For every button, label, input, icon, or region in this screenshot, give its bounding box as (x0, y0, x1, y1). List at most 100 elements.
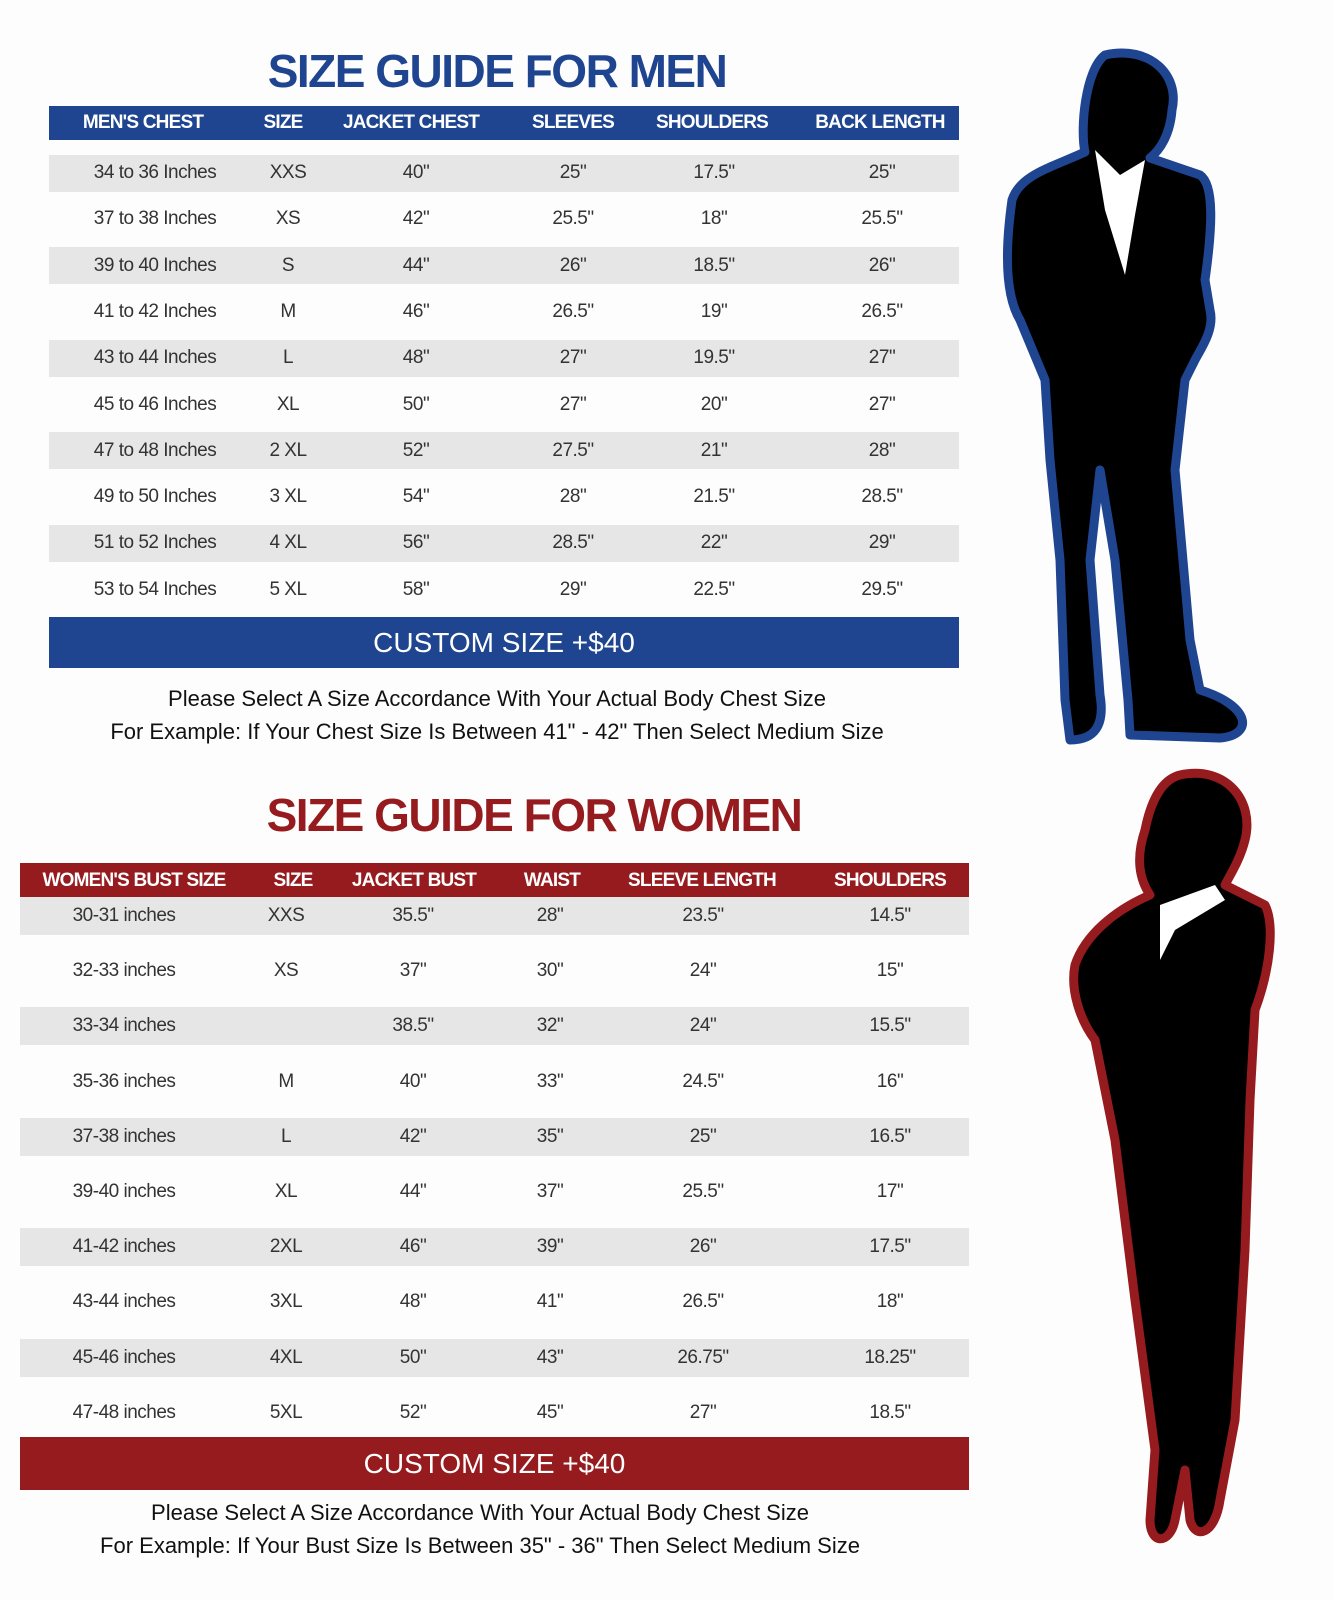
table-cell: 29" (559, 578, 587, 600)
table-cell: 35.5" (392, 905, 434, 926)
table-cell: 29.5" (861, 578, 903, 600)
table-cell: 18" (876, 1291, 904, 1313)
table-cell: 29" (868, 532, 896, 554)
table-cell: 49 to 50 Inches (93, 486, 217, 508)
table-cell: 26" (689, 1236, 717, 1258)
table-cell: 24" (689, 960, 717, 982)
men-header-bar (49, 106, 959, 140)
table-cell: 26.5" (552, 300, 594, 322)
table-cell: 3XL (269, 1291, 303, 1313)
table-cell: 28.5" (552, 532, 594, 554)
man-silhouette (1002, 48, 1247, 745)
table-cell: 15" (876, 960, 904, 982)
table-cell: M (278, 1070, 294, 1092)
column-header: SIZE (273, 869, 313, 891)
table-cell: 40" (402, 162, 430, 183)
table-cell: 22.5" (693, 578, 735, 600)
table-cell: 16.5" (869, 1125, 911, 1147)
table-cell: 5XL (269, 1401, 303, 1423)
row-stripe (20, 897, 969, 935)
column-header: WOMEN'S BUST SIZE (42, 869, 226, 891)
row-stripe (49, 247, 959, 285)
table-cell: 26.5" (861, 300, 903, 322)
size-note: For Example: If Your Bust Size Is Betwee… (100, 1533, 860, 1558)
table-cell: 46" (402, 300, 430, 322)
column-header: SIZE (263, 112, 303, 133)
table-cell: L (282, 347, 294, 369)
table-cell: 40" (399, 1070, 427, 1092)
table-cell: 25.5" (682, 1181, 724, 1202)
table-cell: 37" (536, 1181, 564, 1202)
table-cell: 41 to 42 Inches (93, 300, 217, 322)
table-cell: 38.5" (392, 1015, 434, 1037)
table-cell: 39" (536, 1236, 564, 1258)
table-cell: 30" (536, 960, 564, 982)
row-stripe (49, 339, 959, 377)
table-cell: 27" (559, 347, 587, 369)
table-cell: 56" (402, 532, 430, 554)
table-cell: 58" (402, 578, 430, 600)
row-stripe (20, 1228, 969, 1267)
size-note: For Example: If Your Chest Size Is Betwe… (110, 719, 884, 744)
table-cell: 41-42 inches (72, 1236, 176, 1258)
table-cell: 30-31 inches (72, 905, 176, 926)
table-cell: 25" (559, 162, 587, 183)
table-cell: 52" (399, 1401, 427, 1423)
woman-collar (1160, 885, 1225, 960)
column-header: SHOULDERS (833, 869, 947, 891)
table-cell: 52" (402, 439, 430, 461)
table-cell: 18.5" (693, 254, 735, 276)
row-stripe (49, 154, 959, 192)
table-cell: 26" (559, 254, 587, 276)
table-cell: 2 XL (269, 439, 307, 461)
table-cell: 3 XL (269, 486, 307, 508)
column-header: JACKET BUST (351, 869, 477, 891)
table-cell: 17.5" (693, 162, 735, 183)
table-cell: 25.5" (552, 208, 594, 230)
row-stripe (20, 1117, 969, 1156)
column-header: WAIST (523, 869, 581, 891)
table-cell: 34 to 36 Inches (93, 162, 217, 183)
table-cell: 28.5" (861, 486, 903, 508)
table-cell: 26.75" (677, 1346, 729, 1368)
table-cell: 44" (399, 1181, 427, 1202)
table-cell: 39-40 inches (72, 1181, 176, 1202)
table-cell: 54" (402, 486, 430, 508)
custom-size-banner: CUSTOM SIZE +$40 (20, 1437, 969, 1490)
table-cell: 27.5" (552, 439, 594, 461)
table-cell: 43" (536, 1346, 564, 1368)
table-cell: 43 to 44 Inches (93, 347, 217, 369)
table-cell: 26" (868, 254, 896, 276)
table-cell: 46" (399, 1236, 427, 1258)
table-cell: 47 to 48 Inches (93, 439, 217, 461)
table-cell: 21.5" (693, 486, 735, 508)
table-cell: 18.25" (864, 1346, 916, 1368)
table-cell: 24.5" (682, 1070, 724, 1092)
table-cell: 45 to 46 Inches (93, 393, 217, 415)
table-cell: 14.5" (869, 905, 911, 926)
table-cell: 4 XL (269, 532, 307, 554)
women-header-bar (20, 863, 969, 898)
table-cell: 47-48 inches (72, 1401, 176, 1423)
table-cell: 19" (700, 300, 728, 322)
table-cell: 42" (402, 208, 430, 230)
table-cell: 27" (689, 1401, 717, 1423)
men-title: SIZE GUIDE FOR MEN (267, 45, 728, 97)
table-cell: 48" (402, 347, 430, 369)
row-stripe (49, 524, 959, 562)
table-cell: M (280, 300, 296, 322)
table-cell: 50" (402, 393, 430, 415)
table-cell: 5 XL (269, 578, 307, 600)
table-cell: 16" (876, 1070, 904, 1092)
table-cell: XS (275, 208, 301, 230)
table-cell: 15.5" (869, 1015, 911, 1037)
table-cell: 25" (868, 162, 896, 183)
table-cell: L (280, 1125, 292, 1147)
table-cell: 28" (868, 439, 896, 461)
table-cell: 41" (536, 1291, 564, 1313)
row-stripe (49, 432, 959, 470)
table-cell: 32-33 inches (72, 960, 176, 982)
table-cell: 25.5" (861, 208, 903, 230)
table-cell: 45-46 inches (72, 1346, 176, 1368)
